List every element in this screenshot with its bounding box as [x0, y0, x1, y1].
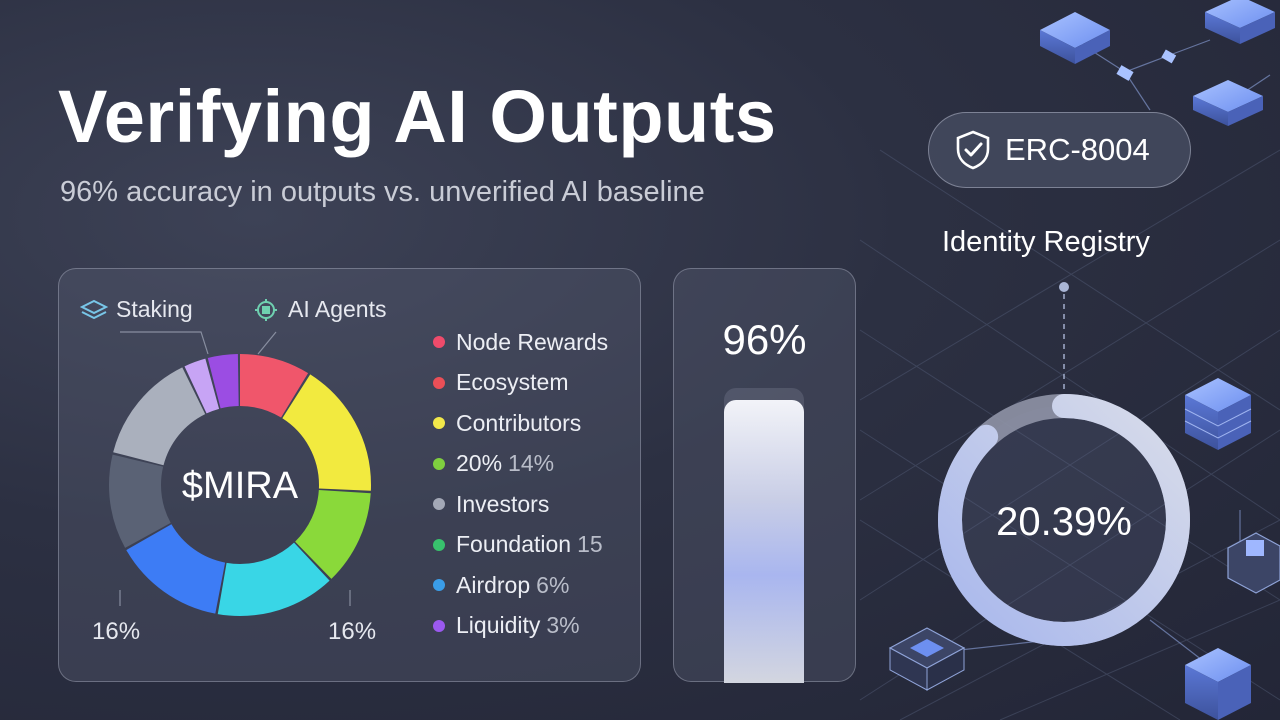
- ai-chip-icon: [255, 298, 277, 321]
- legend-item: Foundation 15: [433, 525, 614, 566]
- legend-label: Node Rewards: [456, 328, 609, 355]
- legend-dot: [433, 457, 445, 470]
- erc-badge: ERC-8004: [928, 112, 1191, 188]
- legend-item: Node Rewards: [433, 322, 614, 363]
- registry-title: Identity Registry: [942, 226, 1150, 258]
- chip-cube-icon: [888, 627, 966, 691]
- annotation-staking: Staking: [80, 296, 193, 323]
- network-cube-icon: [1040, 12, 1110, 64]
- accuracy-bar-track: [724, 388, 804, 683]
- connector-dot: [1059, 282, 1069, 390]
- stack-cube-icon: [1184, 378, 1252, 450]
- legend-extra: 14%: [508, 450, 555, 477]
- ring-value: 20.39%: [996, 500, 1132, 544]
- badge-label: ERC-8004: [1005, 132, 1150, 167]
- legend-label: Investors: [456, 490, 550, 517]
- network-cube-icon: [1193, 80, 1263, 126]
- layers-icon: [80, 299, 108, 319]
- legend-dot: [433, 498, 445, 511]
- legend-dot: [433, 336, 445, 349]
- legend-label: 20%: [456, 450, 503, 477]
- donut-segment-0: [109, 354, 371, 616]
- registry-ring-chart: [938, 394, 1190, 646]
- donut-center-label: $MIRA: [182, 465, 299, 507]
- legend-dot: [433, 579, 445, 592]
- annotation-label: Staking: [116, 296, 193, 322]
- legend-label: Contributors: [456, 409, 582, 436]
- donut-legend: Node Rewards Ecosystem Contributors 20% 1…: [433, 322, 614, 646]
- donut-callout-left: 16%: [92, 618, 141, 645]
- legend-item: Investors: [433, 484, 614, 525]
- annotation-ai-agents: AI Agents: [252, 296, 386, 323]
- legend-dot: [433, 538, 445, 551]
- legend-label: Ecosystem: [456, 369, 569, 396]
- network-cube-icon: [1205, 0, 1275, 44]
- page-subtitle: 96% accuracy in outputs vs. unverified A…: [60, 176, 705, 208]
- legend-label: Airdrop: [456, 571, 531, 598]
- legend-label: Liquidity: [456, 612, 541, 639]
- legend-item: 20% 14%: [433, 444, 614, 485]
- legend-item: Ecosystem: [433, 363, 614, 404]
- legend-dot: [433, 619, 445, 632]
- donut-segment-1: [109, 354, 371, 616]
- ring-fill-arc: [938, 394, 1190, 646]
- page-title: Verifying AI Outputs: [58, 75, 777, 158]
- legend-extra: 15: [577, 531, 603, 558]
- accuracy-bar-fill: [724, 399, 804, 683]
- legend-item: Airdrop 6%: [433, 565, 614, 606]
- legend-extra: 3%: [546, 612, 580, 639]
- token-donut-chart: $MIRA: [109, 331, 371, 616]
- donut-segment-5: [109, 354, 371, 616]
- donut-segment-3: [109, 354, 371, 616]
- legend-label: Foundation: [456, 531, 572, 558]
- legend-extra: 6%: [536, 571, 570, 598]
- legend-dot: [433, 417, 445, 430]
- chip-cube-icon: [1227, 532, 1280, 594]
- legend-dot: [433, 376, 445, 389]
- legend-item: Liquidity 3%: [433, 606, 614, 647]
- donut-callout-right: 16%: [328, 618, 377, 645]
- accuracy-value: 96%: [722, 316, 807, 363]
- stack-cube-icon: [1185, 648, 1251, 720]
- shield-check-icon: [956, 130, 990, 170]
- legend-item: Contributors: [433, 403, 614, 444]
- annotation-label: AI Agents: [288, 296, 387, 322]
